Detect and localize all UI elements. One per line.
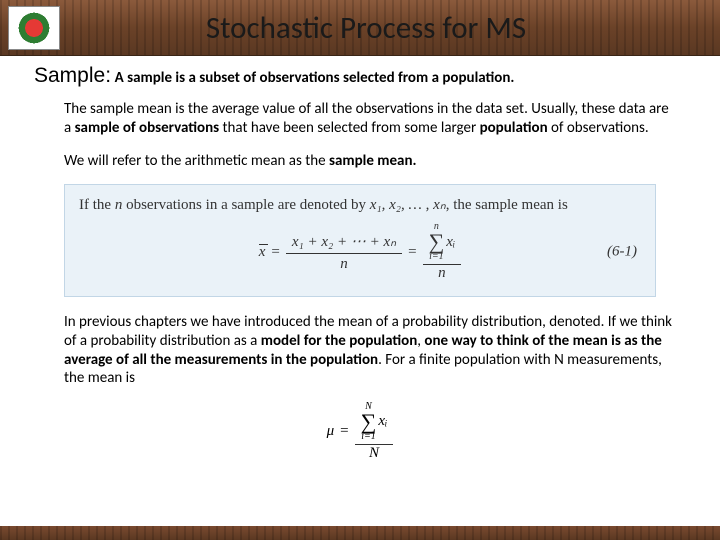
sigma-body: xᵢ — [444, 234, 455, 251]
mu-denominator: N — [369, 445, 379, 462]
p1-bold-b: sample of observations — [75, 119, 220, 137]
page-title: Stochastic Process for MS — [64, 9, 668, 47]
mu-sigma-numerator: N ∑ i=1 xᵢ — [355, 402, 394, 445]
content: Sample: A sample is a subset of observat… — [0, 56, 720, 462]
sample-definition: A sample is a subset of observations sel… — [115, 69, 515, 87]
equals-1: = — [271, 244, 279, 261]
p1-bold-d: population — [480, 119, 548, 137]
equation-number: (6-1) — [607, 244, 637, 261]
paragraph-1: The sample mean is the average value of … — [64, 100, 676, 138]
p1-text-e: of observations. — [548, 119, 649, 137]
expanded-numerator: x₁ + x₂ + ⋯ + xₙ — [286, 232, 402, 254]
mu-symbol: μ — [327, 423, 335, 440]
mu-sigma-lower: i=1 — [361, 432, 376, 442]
expanded-denominator: n — [334, 254, 354, 273]
formula-intro: If the n observations in a sample are de… — [79, 195, 641, 214]
paragraph-2: We will refer to the arithmetic mean as … — [64, 152, 676, 171]
paragraph-3: In previous chapters we have introduced … — [64, 313, 676, 388]
mu-sigma-fraction: N ∑ i=1 xᵢ N — [355, 402, 394, 462]
p2-bold-b: sample mean. — [329, 152, 416, 170]
title-area: Stochastic Process for MS — [64, 9, 720, 47]
logo — [8, 6, 60, 50]
sigma-fraction: n ∑ i=1 xᵢ n — [423, 222, 462, 282]
intro-vars: x₁, x₂, … , xₙ — [370, 197, 446, 213]
p2-text-a: We will refer to the arithmetic mean as … — [64, 152, 329, 170]
logo-emblem — [16, 10, 52, 46]
intro-c: , the sample mean is — [446, 197, 568, 213]
sample-mean-formula-box: If the n observations in a sample are de… — [64, 184, 656, 297]
population-mean-formula: μ = N ∑ i=1 xᵢ N — [34, 402, 686, 462]
p3-bold-b: model for the population — [261, 332, 418, 350]
mu-equals: = — [340, 423, 348, 440]
sigma-denominator: n — [438, 265, 446, 282]
sample-heading-line: Sample: A sample is a subset of observat… — [34, 64, 686, 88]
sigma-lower: i=1 — [429, 252, 444, 262]
p1-text-c: that have been selected from some larger — [219, 119, 479, 137]
mu-sigma-symbol: ∑ — [361, 412, 377, 432]
intro-b: observations in a sample are denoted by — [122, 197, 369, 213]
sigma-symbol: ∑ — [429, 232, 445, 252]
sigma-numerator: n ∑ i=1 xᵢ — [423, 222, 462, 265]
header-bar: Stochastic Process for MS — [0, 0, 720, 56]
footer-bar — [0, 526, 720, 540]
mu-sigma-body: xᵢ — [376, 413, 387, 430]
formula-row: x = x₁ + x₂ + ⋯ + xₙ n = n ∑ i=1 xᵢ — [79, 222, 641, 282]
sample-label: Sample: — [34, 64, 111, 87]
equals-2: = — [408, 244, 416, 261]
intro-a: If the — [79, 197, 115, 213]
expanded-fraction: x₁ + x₂ + ⋯ + xₙ n — [286, 232, 402, 273]
x-bar: x — [259, 244, 266, 261]
